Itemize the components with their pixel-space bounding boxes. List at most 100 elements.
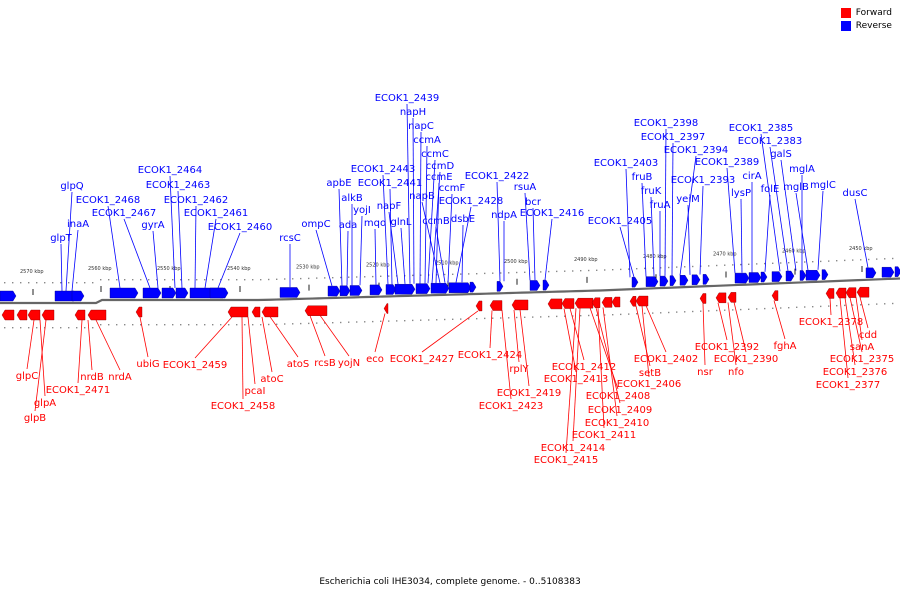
forward-gene-arrow[interactable] xyxy=(27,309,41,321)
gene-label-ecok1-2414[interactable]: ECOK1_2414 xyxy=(541,443,606,454)
gene-label-ecok1-2385[interactable]: ECOK1_2385 xyxy=(729,123,794,134)
gene-label-lysp[interactable]: lysP xyxy=(731,188,751,199)
gene-label-fgha[interactable]: fghA xyxy=(773,341,796,352)
gene-label-frua[interactable]: fruA xyxy=(650,200,671,211)
gene-label-setb[interactable]: setB xyxy=(639,368,661,379)
forward-gene-arrow[interactable] xyxy=(41,309,55,321)
gene-label-ecok1-2419[interactable]: ECOK1_2419 xyxy=(497,388,562,399)
reverse-gene-arrow[interactable] xyxy=(881,267,895,278)
gene-label-ecok1-2471[interactable]: ECOK1_2471 xyxy=(46,385,111,396)
gene-label-ecok1-2397[interactable]: ECOK1_2397 xyxy=(641,132,706,143)
forward-gene-arrow[interactable] xyxy=(591,297,601,308)
reverse-gene-arrow[interactable] xyxy=(748,272,762,283)
forward-gene-arrow[interactable] xyxy=(574,297,594,309)
gene-label-ccme[interactable]: ccmE xyxy=(425,172,452,183)
forward-gene-arrow[interactable] xyxy=(845,287,857,298)
gene-label-ecok1-2467[interactable]: ECOK1_2467 xyxy=(92,208,157,219)
gene-label-cira[interactable]: cirA xyxy=(742,171,761,182)
gene-label-ccmc[interactable]: ccmC xyxy=(421,149,449,160)
gene-label-rsua[interactable]: rsuA xyxy=(514,182,537,193)
reverse-gene-arrow[interactable] xyxy=(805,270,821,281)
reverse-gene-arrow[interactable] xyxy=(645,276,659,287)
gene-label-apbe[interactable]: apbE xyxy=(326,178,351,189)
gene-label-eco[interactable]: eco xyxy=(366,354,384,365)
gene-label-gals[interactable]: galS xyxy=(770,149,792,160)
gene-label-glpa[interactable]: glpA xyxy=(34,398,56,409)
gene-label-ecok1-2463[interactable]: ECOK1_2463 xyxy=(146,180,211,191)
reverse-gene-arrow[interactable] xyxy=(659,275,669,287)
gene-label-ccma[interactable]: ccmA xyxy=(413,135,441,146)
gene-label-ecok1-2390[interactable]: ECOK1_2390 xyxy=(714,354,779,365)
gene-label-ecok1-2393[interactable]: ECOK1_2393 xyxy=(671,175,736,186)
gene-label-rply[interactable]: rplY xyxy=(509,364,529,375)
gene-label-ecok1-2375[interactable]: ECOK1_2375 xyxy=(830,354,895,365)
gene-label-ecok1-2422[interactable]: ECOK1_2422 xyxy=(465,171,530,182)
forward-gene-arrow[interactable] xyxy=(383,303,389,314)
reverse-gene-arrow[interactable] xyxy=(734,272,750,284)
gene-label-ecok1-2406[interactable]: ECOK1_2406 xyxy=(617,379,682,390)
gene-label-yeim[interactable]: yeiM xyxy=(676,194,699,205)
reverse-gene-arrow[interactable] xyxy=(865,267,877,279)
forward-gene-arrow[interactable] xyxy=(825,288,835,299)
gene-label-dusc[interactable]: dusC xyxy=(843,188,868,199)
reverse-gene-arrow[interactable] xyxy=(894,266,900,277)
gene-label-atoc[interactable]: atoC xyxy=(260,374,283,385)
gene-label-gyra[interactable]: gyrA xyxy=(141,220,164,231)
reverse-gene-arrow[interactable] xyxy=(71,290,85,302)
reverse-gene-arrow[interactable] xyxy=(785,270,795,282)
reverse-gene-arrow[interactable] xyxy=(469,281,477,293)
forward-gene-arrow[interactable] xyxy=(547,298,563,310)
gene-label-mglb[interactable]: mglB xyxy=(783,182,809,193)
forward-gene-arrow[interactable] xyxy=(261,306,279,318)
gene-label-nrdb[interactable]: nrdB xyxy=(80,372,104,383)
gene-label-dsbe[interactable]: dsbE xyxy=(451,214,475,225)
gene-label-frub[interactable]: fruB xyxy=(632,172,653,183)
gene-label-ecok1-2416[interactable]: ECOK1_2416 xyxy=(520,208,585,219)
forward-gene-arrow[interactable] xyxy=(601,297,613,308)
reverse-gene-arrow[interactable] xyxy=(385,284,397,295)
gene-label-mglc[interactable]: mglC xyxy=(810,180,836,191)
reverse-gene-arrow[interactable] xyxy=(430,283,450,294)
forward-gene-arrow[interactable] xyxy=(856,287,870,298)
gene-label-yojn[interactable]: yojN xyxy=(338,358,360,369)
gene-label-nfo[interactable]: nfo xyxy=(728,367,744,378)
gene-label-rcsc[interactable]: rcsC xyxy=(279,233,301,244)
gene-label-ndpa[interactable]: ndpA xyxy=(491,210,517,221)
forward-gene-arrow[interactable] xyxy=(771,290,779,301)
reverse-gene-arrow[interactable] xyxy=(669,275,677,286)
forward-gene-arrow[interactable] xyxy=(511,299,529,311)
gene-label-ecok1-2392[interactable]: ECOK1_2392 xyxy=(695,342,760,353)
forward-gene-arrow[interactable] xyxy=(251,306,261,318)
gene-label-ecok1-2458[interactable]: ECOK1_2458 xyxy=(211,401,276,412)
forward-gene-arrow[interactable] xyxy=(699,293,707,304)
forward-gene-arrow[interactable] xyxy=(74,309,86,321)
forward-gene-arrow[interactable] xyxy=(227,306,249,318)
gene-label-ecok1-2468[interactable]: ECOK1_2468 xyxy=(76,195,141,206)
gene-label-ecok1-2383[interactable]: ECOK1_2383 xyxy=(738,136,803,147)
reverse-gene-arrow[interactable] xyxy=(339,285,351,296)
gene-label-ecok1-2376[interactable]: ECOK1_2376 xyxy=(823,367,888,378)
forward-gene-arrow[interactable] xyxy=(635,295,649,307)
gene-label-naph[interactable]: napH xyxy=(400,107,426,118)
gene-label-napb[interactable]: napB xyxy=(409,191,435,202)
gene-label-ecok1-2405[interactable]: ECOK1_2405 xyxy=(588,216,653,227)
gene-label-ecok1-2408[interactable]: ECOK1_2408 xyxy=(586,391,651,402)
reverse-gene-arrow[interactable] xyxy=(109,287,139,299)
gene-label-ccmf[interactable]: ccmF xyxy=(439,183,466,194)
reverse-gene-arrow[interactable] xyxy=(702,274,710,285)
reverse-gene-arrow[interactable] xyxy=(821,269,829,280)
gene-label-sana[interactable]: sanA xyxy=(850,342,875,353)
gene-label-ecok1-2415[interactable]: ECOK1_2415 xyxy=(534,455,599,466)
gene-label-ecok1-2441[interactable]: ECOK1_2441 xyxy=(358,178,423,189)
gene-label-cdd[interactable]: cdd xyxy=(859,330,877,341)
gene-label-ecok1-2378[interactable]: ECOK1_2378 xyxy=(799,317,864,328)
forward-gene-arrow[interactable] xyxy=(135,306,143,318)
gene-label-ecok1-2439[interactable]: ECOK1_2439 xyxy=(375,93,440,104)
gene-label-glnl[interactable]: glnL xyxy=(390,217,411,228)
gene-label-yoji[interactable]: yojI xyxy=(353,205,371,216)
reverse-gene-arrow[interactable] xyxy=(175,287,189,299)
forward-gene-arrow[interactable] xyxy=(304,305,328,316)
gene-label-ccmd[interactable]: ccmD xyxy=(426,161,455,172)
gene-label-ecok1-2410[interactable]: ECOK1_2410 xyxy=(585,418,650,429)
reverse-gene-arrow[interactable] xyxy=(771,271,783,282)
